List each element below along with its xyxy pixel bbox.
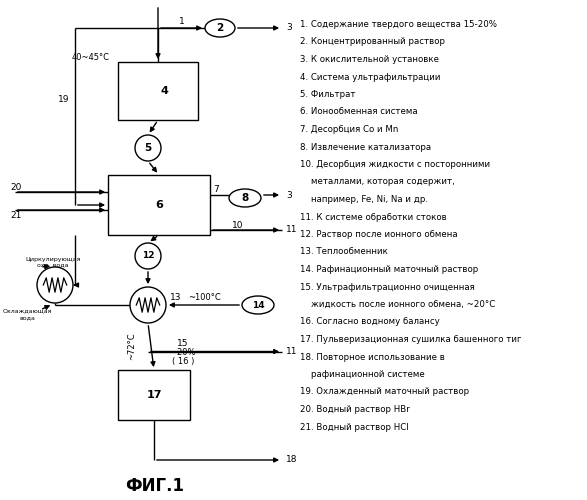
- Text: вода: вода: [19, 316, 35, 320]
- Circle shape: [135, 135, 161, 161]
- Text: ФИГ.1: ФИГ.1: [126, 477, 184, 495]
- Text: Циркулирующая: Циркулирующая: [25, 256, 80, 262]
- Ellipse shape: [229, 189, 261, 207]
- Text: 12: 12: [141, 252, 154, 260]
- Text: 10. Десорбция жидкости с посторонними: 10. Десорбция жидкости с посторонними: [300, 160, 490, 169]
- Text: 13. Теплообменник: 13. Теплообменник: [300, 248, 388, 256]
- Text: металлами, которая содержит,: металлами, которая содержит,: [300, 178, 455, 186]
- Text: 18. Повторное использование в: 18. Повторное использование в: [300, 352, 445, 362]
- Text: 20. Водный раствор HBr: 20. Водный раствор HBr: [300, 405, 410, 414]
- Text: 7: 7: [214, 186, 220, 194]
- Text: 6: 6: [155, 200, 163, 210]
- Text: 11: 11: [286, 226, 298, 234]
- Text: например, Fe, Ni, Na и др.: например, Fe, Ni, Na и др.: [300, 195, 428, 204]
- Text: ( 16 ): ( 16 ): [172, 357, 194, 366]
- Text: 15. Ультрафильтрационно очищенная: 15. Ультрафильтрационно очищенная: [300, 282, 475, 292]
- Text: 21: 21: [10, 212, 21, 220]
- Text: 12. Раствор после ионного обмена: 12. Раствор после ионного обмена: [300, 230, 458, 239]
- Text: 6. Ионообменная система: 6. Ионообменная система: [300, 108, 417, 116]
- Text: 20: 20: [10, 184, 21, 192]
- Text: 15: 15: [177, 339, 189, 348]
- Text: 19: 19: [58, 96, 69, 104]
- Text: 16. Согласно водному балансу: 16. Согласно водному балансу: [300, 318, 440, 326]
- Text: 10: 10: [232, 220, 244, 230]
- Text: 2: 2: [217, 23, 224, 33]
- Text: 8: 8: [241, 193, 249, 203]
- Circle shape: [130, 287, 166, 323]
- Text: 14: 14: [252, 300, 264, 310]
- Bar: [108, 175, 210, 235]
- Text: 8. Извлечение катализатора: 8. Извлечение катализатора: [300, 142, 431, 152]
- Text: 19. Охлажденный маточный раствор: 19. Охлажденный маточный раствор: [300, 388, 469, 396]
- Text: 5. Фильтрат: 5. Фильтрат: [300, 90, 356, 99]
- Text: 17. Пульверизационная сушилка башенного тиг: 17. Пульверизационная сушилка башенного …: [300, 335, 521, 344]
- Text: 13: 13: [170, 292, 181, 302]
- Text: 17: 17: [146, 390, 162, 400]
- Text: 14. Рафинационный маточный раствор: 14. Рафинационный маточный раствор: [300, 265, 478, 274]
- Text: 3: 3: [286, 190, 292, 200]
- Text: 40~45°C: 40~45°C: [72, 54, 110, 62]
- Text: 11. К системе обработки стоков: 11. К системе обработки стоков: [300, 212, 447, 222]
- Text: жидкость после ионного обмена, ~20°C: жидкость после ионного обмена, ~20°C: [300, 300, 495, 309]
- Ellipse shape: [242, 296, 274, 314]
- Text: 2. Концентрированный раствор: 2. Концентрированный раствор: [300, 38, 445, 46]
- Text: 4. Система ультрафильтрации: 4. Система ультрафильтрации: [300, 72, 440, 82]
- Bar: [118, 62, 198, 120]
- Text: 18: 18: [286, 456, 298, 464]
- Text: рафинационной системе: рафинационной системе: [300, 370, 425, 379]
- Circle shape: [135, 243, 161, 269]
- Text: 21. Водный раствор HCl: 21. Водный раствор HCl: [300, 422, 409, 432]
- Text: охл. вода: охл. вода: [37, 262, 69, 268]
- Text: 4: 4: [160, 86, 168, 96]
- Bar: [118, 370, 190, 420]
- Text: 3: 3: [286, 24, 292, 32]
- Text: ~20%: ~20%: [170, 348, 195, 357]
- Ellipse shape: [205, 19, 235, 37]
- Text: 3. К окислительной установке: 3. К окислительной установке: [300, 55, 439, 64]
- Text: ~100°C: ~100°C: [188, 294, 220, 302]
- Text: 1: 1: [178, 18, 184, 26]
- Text: 1. Содержание твердого вещества 15-20%: 1. Содержание твердого вещества 15-20%: [300, 20, 497, 29]
- Text: 7. Десорбция Co и Mn: 7. Десорбция Co и Mn: [300, 125, 399, 134]
- Text: Охлаждающая: Охлаждающая: [2, 308, 52, 314]
- Text: 5: 5: [144, 143, 151, 153]
- Text: ~72°C: ~72°C: [127, 332, 137, 360]
- Circle shape: [37, 267, 73, 303]
- Text: 11: 11: [286, 347, 298, 356]
